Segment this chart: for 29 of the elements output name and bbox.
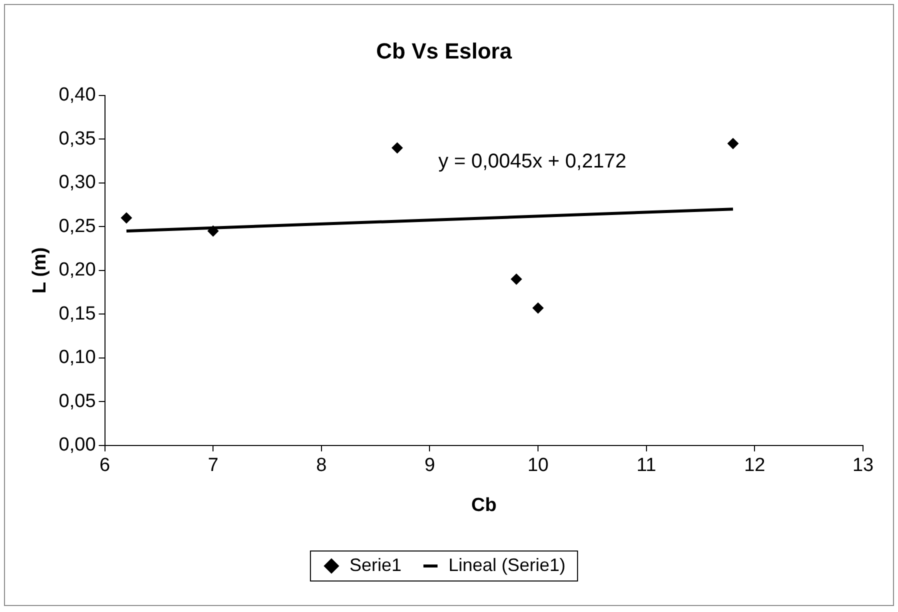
y-tick-label: 0,20 xyxy=(58,260,96,281)
y-tick-label: 0,30 xyxy=(58,172,96,194)
y-tick-label: 0,10 xyxy=(58,347,96,368)
x-tick-label: 9 xyxy=(424,455,436,476)
y-axis-title: L (m) xyxy=(30,247,51,294)
point xyxy=(120,212,132,224)
point xyxy=(208,226,219,237)
y-tick-label: 0,35 xyxy=(58,128,96,150)
legend-label: Lineal (Serie1) xyxy=(448,554,566,575)
x-tick-label: 13 xyxy=(852,455,874,476)
x-tick-label: 10 xyxy=(527,455,549,476)
y-tick-label: 0,25 xyxy=(58,216,96,237)
x-tick-label: 7 xyxy=(208,455,218,476)
legend-label: Serie1 xyxy=(349,554,402,575)
chart-title: Cb Vs Eslora xyxy=(376,38,513,64)
x-tick-label: 8 xyxy=(316,455,327,476)
y-tick-label: 0,15 xyxy=(58,303,96,324)
y-tick-label: 0,40 xyxy=(58,84,96,106)
x-tick-label: 12 xyxy=(744,455,766,476)
x-tick-label: 6 xyxy=(99,455,110,476)
x-axis-title: Cb xyxy=(471,494,497,516)
point xyxy=(510,274,522,285)
y-tick-label: 0,05 xyxy=(58,390,96,412)
point xyxy=(392,142,403,154)
point xyxy=(728,138,739,150)
annotation: y = 0,0045x + 0,2172 xyxy=(438,150,626,172)
point xyxy=(532,302,544,314)
x-tick-label: 11 xyxy=(636,455,656,476)
y-tick-label: 0,00 xyxy=(58,434,96,456)
